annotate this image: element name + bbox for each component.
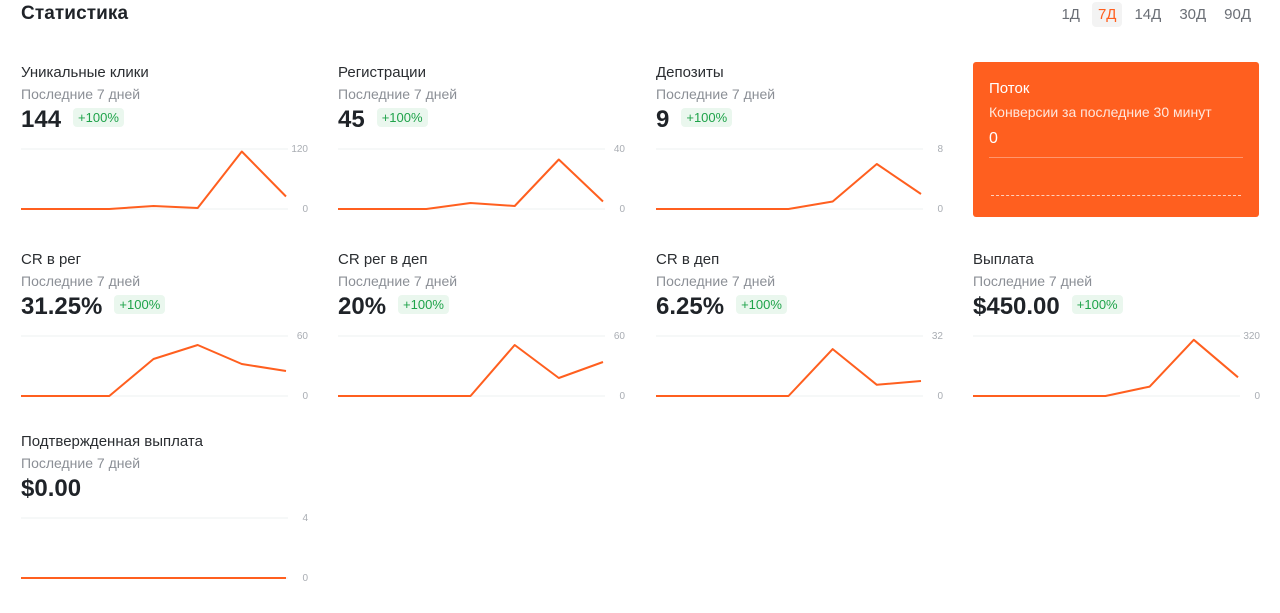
y-max-label: 320 — [1243, 331, 1260, 342]
sparkline-chart: 32 0 — [656, 331, 944, 402]
card-value: 9 +100% — [656, 106, 733, 134]
series-line — [338, 344, 604, 397]
period-tab-90d[interactable]: 90Д — [1224, 6, 1251, 23]
series-line — [656, 348, 922, 397]
y-max-label: 40 — [614, 144, 626, 155]
series-line — [973, 338, 1239, 397]
value-text: 31.25% — [21, 293, 103, 320]
stream-count: 0 — [989, 130, 998, 147]
y-min-label: 0 — [937, 391, 943, 402]
sparkline-chart: 60 0 — [21, 331, 309, 402]
series-line — [21, 150, 287, 210]
sparkline-chart: 40 0 — [338, 144, 626, 215]
change-badge: +100% — [681, 108, 733, 128]
stat-card-confirmed-payout: Подтвержденная выплата Последние 7 дней … — [21, 433, 311, 613]
period-tab-30d[interactable]: 30Д — [1179, 6, 1207, 23]
value-text: $0.00 — [21, 475, 82, 502]
change-badge: +100% — [114, 295, 166, 315]
card-subtitle: Последние 7 дней — [21, 273, 141, 289]
series-line — [338, 158, 604, 210]
card-title: Подтвержденная выплата — [21, 433, 203, 450]
stream-divider — [989, 157, 1243, 158]
y-min-label: 0 — [302, 573, 308, 584]
card-value: 20% +100% — [338, 293, 449, 321]
card-title: Депозиты — [656, 64, 724, 81]
card-value: 45 +100% — [338, 106, 428, 134]
period-tabs: 1Д 7Д 14Д 30Д 90Д — [1055, 2, 1257, 27]
value-text: 20% — [338, 293, 387, 320]
stream-placeholder-dashes — [991, 195, 1241, 196]
sparkline-chart: 40 — [21, 513, 308, 584]
stat-card-registrations: Регистрации Последние 7 дней 45 +100% 40 0 — [338, 64, 628, 244]
card-title: Регистрации — [338, 64, 426, 81]
y-min-label: 0 — [302, 391, 308, 402]
card-value: 31.25% +100% — [21, 293, 166, 321]
card-title: CR в деп — [656, 251, 720, 268]
y-min-label: 0 — [302, 204, 308, 215]
change-badge: +100% — [1071, 295, 1123, 315]
page-title: Статистика — [21, 3, 129, 24]
value-text: 9 — [656, 106, 670, 133]
card-value: $0.00 — [21, 475, 81, 503]
change-badge: +100% — [736, 295, 787, 315]
card-value: 6.25% +100% — [656, 293, 787, 321]
sparkline-chart: 60 0 — [338, 331, 626, 402]
y-min-label: 0 — [1254, 391, 1260, 402]
period-tab-14d[interactable]: 14Д — [1134, 6, 1162, 23]
stat-card-cr-dep: CR в деп Последние 7 дней 6.25% +100% 32 0 — [656, 251, 946, 431]
period-tab-7d[interactable]: 7Д — [1091, 2, 1123, 27]
y-max-label: 32 — [932, 331, 944, 342]
change-badge: +100% — [73, 108, 124, 128]
stream-subtitle: Конверсии за последние 30 минут — [989, 104, 1212, 120]
card-value: $450.00 +100% — [973, 293, 1123, 321]
card-subtitle: Последние 7 дней — [656, 273, 776, 289]
sparkline-chart: 120 0 — [21, 144, 308, 215]
card-title: Выплата — [973, 251, 1034, 268]
y-max-label: 60 — [297, 331, 309, 342]
stream-card[interactable]: Поток Конверсии за последние 30 минут 0 — [973, 62, 1259, 217]
y-min-label: 0 — [937, 204, 943, 215]
card-subtitle: Последние 7 дней — [973, 273, 1093, 289]
series-line — [656, 163, 922, 210]
sparkline-chart: 80 — [656, 144, 943, 215]
stat-card-unique-clicks: Уникальные клики Последние 7 дней 144 +10… — [21, 64, 311, 244]
card-title: Уникальные клики — [21, 64, 149, 81]
stat-card-cr-reg: CR в рег Последние 7 дней 31.25% +100% 60… — [21, 251, 311, 431]
y-min-label: 0 — [619, 391, 625, 402]
card-subtitle: Последние 7 дней — [21, 455, 141, 471]
card-title: CR в рег — [21, 251, 82, 268]
stat-card-cr-reg-dep: CR рег в деп Последние 7 дней 20% +100% 6… — [338, 251, 628, 431]
card-subtitle: Последние 7 дней — [21, 86, 141, 102]
stat-card-payout: Выплата Последние 7 дней $450.00 +100% 32… — [973, 251, 1263, 431]
card-title: CR рег в деп — [338, 251, 428, 268]
value-text: 6.25% — [656, 293, 725, 320]
change-badge: +100% — [398, 295, 449, 315]
stream-title: Поток — [989, 80, 1030, 97]
value-text: $450.00 — [973, 293, 1060, 320]
y-max-label: 60 — [614, 331, 626, 342]
y-max-label: 8 — [937, 144, 943, 155]
value-text: 45 — [338, 106, 365, 133]
y-min-label: 0 — [619, 204, 625, 215]
series-line — [21, 344, 287, 397]
sparkline-chart: 320 0 — [973, 331, 1260, 402]
value-text: 144 — [21, 106, 62, 133]
card-subtitle: Последние 7 дней — [338, 86, 458, 102]
card-subtitle: Последние 7 дней — [656, 86, 776, 102]
card-subtitle: Последние 7 дней — [338, 273, 458, 289]
period-tab-1d[interactable]: 1Д — [1061, 6, 1080, 23]
y-max-label: 4 — [302, 513, 308, 524]
card-value: 144 +100% — [21, 106, 124, 134]
change-badge: +100% — [376, 108, 428, 128]
y-max-label: 120 — [291, 144, 308, 155]
